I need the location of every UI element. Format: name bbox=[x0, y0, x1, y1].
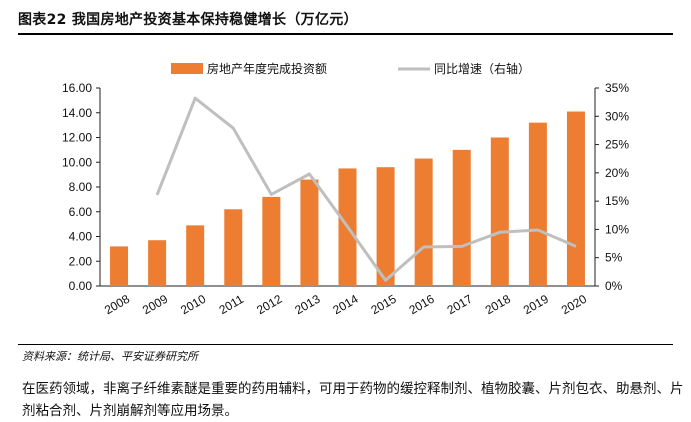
right-tick-label: 5% bbox=[605, 251, 623, 265]
x-tick-label: 2008 bbox=[102, 292, 132, 318]
left-tick-label: 10.00 bbox=[62, 155, 92, 169]
bar-2018 bbox=[491, 138, 509, 287]
x-tick-label: 2014 bbox=[330, 292, 360, 318]
bar-2015 bbox=[377, 167, 395, 286]
x-tick-label: 2009 bbox=[140, 292, 170, 318]
chart-area: 0.00 2.00 4.00 6.00 8.00 10.00 12.00 14.00 16.00… bbox=[0, 36, 691, 344]
left-tick-label: 8.00 bbox=[69, 180, 93, 194]
left-tick-label: 4.00 bbox=[69, 230, 93, 244]
growth-rate-line bbox=[157, 98, 576, 280]
figure-title: 图表22 我国房地产投资基本保持稳健增长（万亿元） bbox=[18, 9, 358, 29]
bar-2011 bbox=[224, 209, 242, 286]
x-tick-label: 2012 bbox=[254, 292, 284, 318]
left-tick-label: 6.00 bbox=[69, 205, 93, 219]
footer-divider bbox=[18, 344, 673, 345]
bar-2016 bbox=[415, 159, 433, 286]
right-tick-label: 25% bbox=[605, 138, 629, 152]
right-tick-label: 0% bbox=[605, 279, 623, 293]
x-tick-label: 2019 bbox=[521, 292, 551, 318]
right-tick-label: 35% bbox=[605, 81, 629, 95]
header-divider bbox=[18, 33, 673, 35]
bar-2020 bbox=[567, 112, 585, 286]
x-tick-label: 2010 bbox=[178, 292, 208, 318]
bar-2013 bbox=[300, 180, 318, 286]
x-tick-label: 2020 bbox=[559, 292, 589, 318]
source-note: 资料来源：统计局、平安证券研究所 bbox=[22, 348, 198, 364]
bar-2017 bbox=[453, 150, 471, 286]
x-tick-label: 2018 bbox=[483, 292, 513, 318]
x-tick-label: 2017 bbox=[445, 292, 475, 318]
legend-bar-label: 房地产年度完成投资额 bbox=[207, 61, 327, 76]
right-tick-label: 30% bbox=[605, 109, 629, 123]
x-tick-label: 2011 bbox=[217, 292, 247, 317]
right-tick-label: 10% bbox=[605, 222, 629, 236]
left-tick-label: 16.00 bbox=[62, 81, 92, 95]
x-tick-label: 2013 bbox=[292, 292, 322, 318]
left-tick-label: 0.00 bbox=[69, 279, 93, 293]
bar-2008 bbox=[110, 246, 128, 286]
x-tick-label: 2015 bbox=[369, 292, 399, 318]
legend-bar-swatch bbox=[171, 63, 203, 74]
right-tick-label: 20% bbox=[605, 166, 629, 180]
body-paragraph: 在医药领域，非离子纤维素醚是重要的药用辅料，可用于药物的缓控释制剂、植物胶囊、片… bbox=[22, 378, 687, 422]
left-tick-label: 14.00 bbox=[62, 106, 92, 120]
left-tick-label: 12.00 bbox=[62, 131, 92, 145]
legend-line-label: 同比增速（右轴） bbox=[434, 61, 530, 76]
figure-header: 图表22 我国房地产投资基本保持稳健增长（万亿元） bbox=[0, 0, 691, 32]
x-tick-label: 2016 bbox=[407, 292, 437, 318]
bar-2009 bbox=[148, 240, 166, 286]
bar-2019 bbox=[529, 123, 547, 286]
left-tick-label: 2.00 bbox=[69, 254, 93, 268]
bar-2010 bbox=[186, 225, 204, 286]
bar-2012 bbox=[262, 197, 280, 286]
right-tick-label: 15% bbox=[605, 194, 629, 208]
